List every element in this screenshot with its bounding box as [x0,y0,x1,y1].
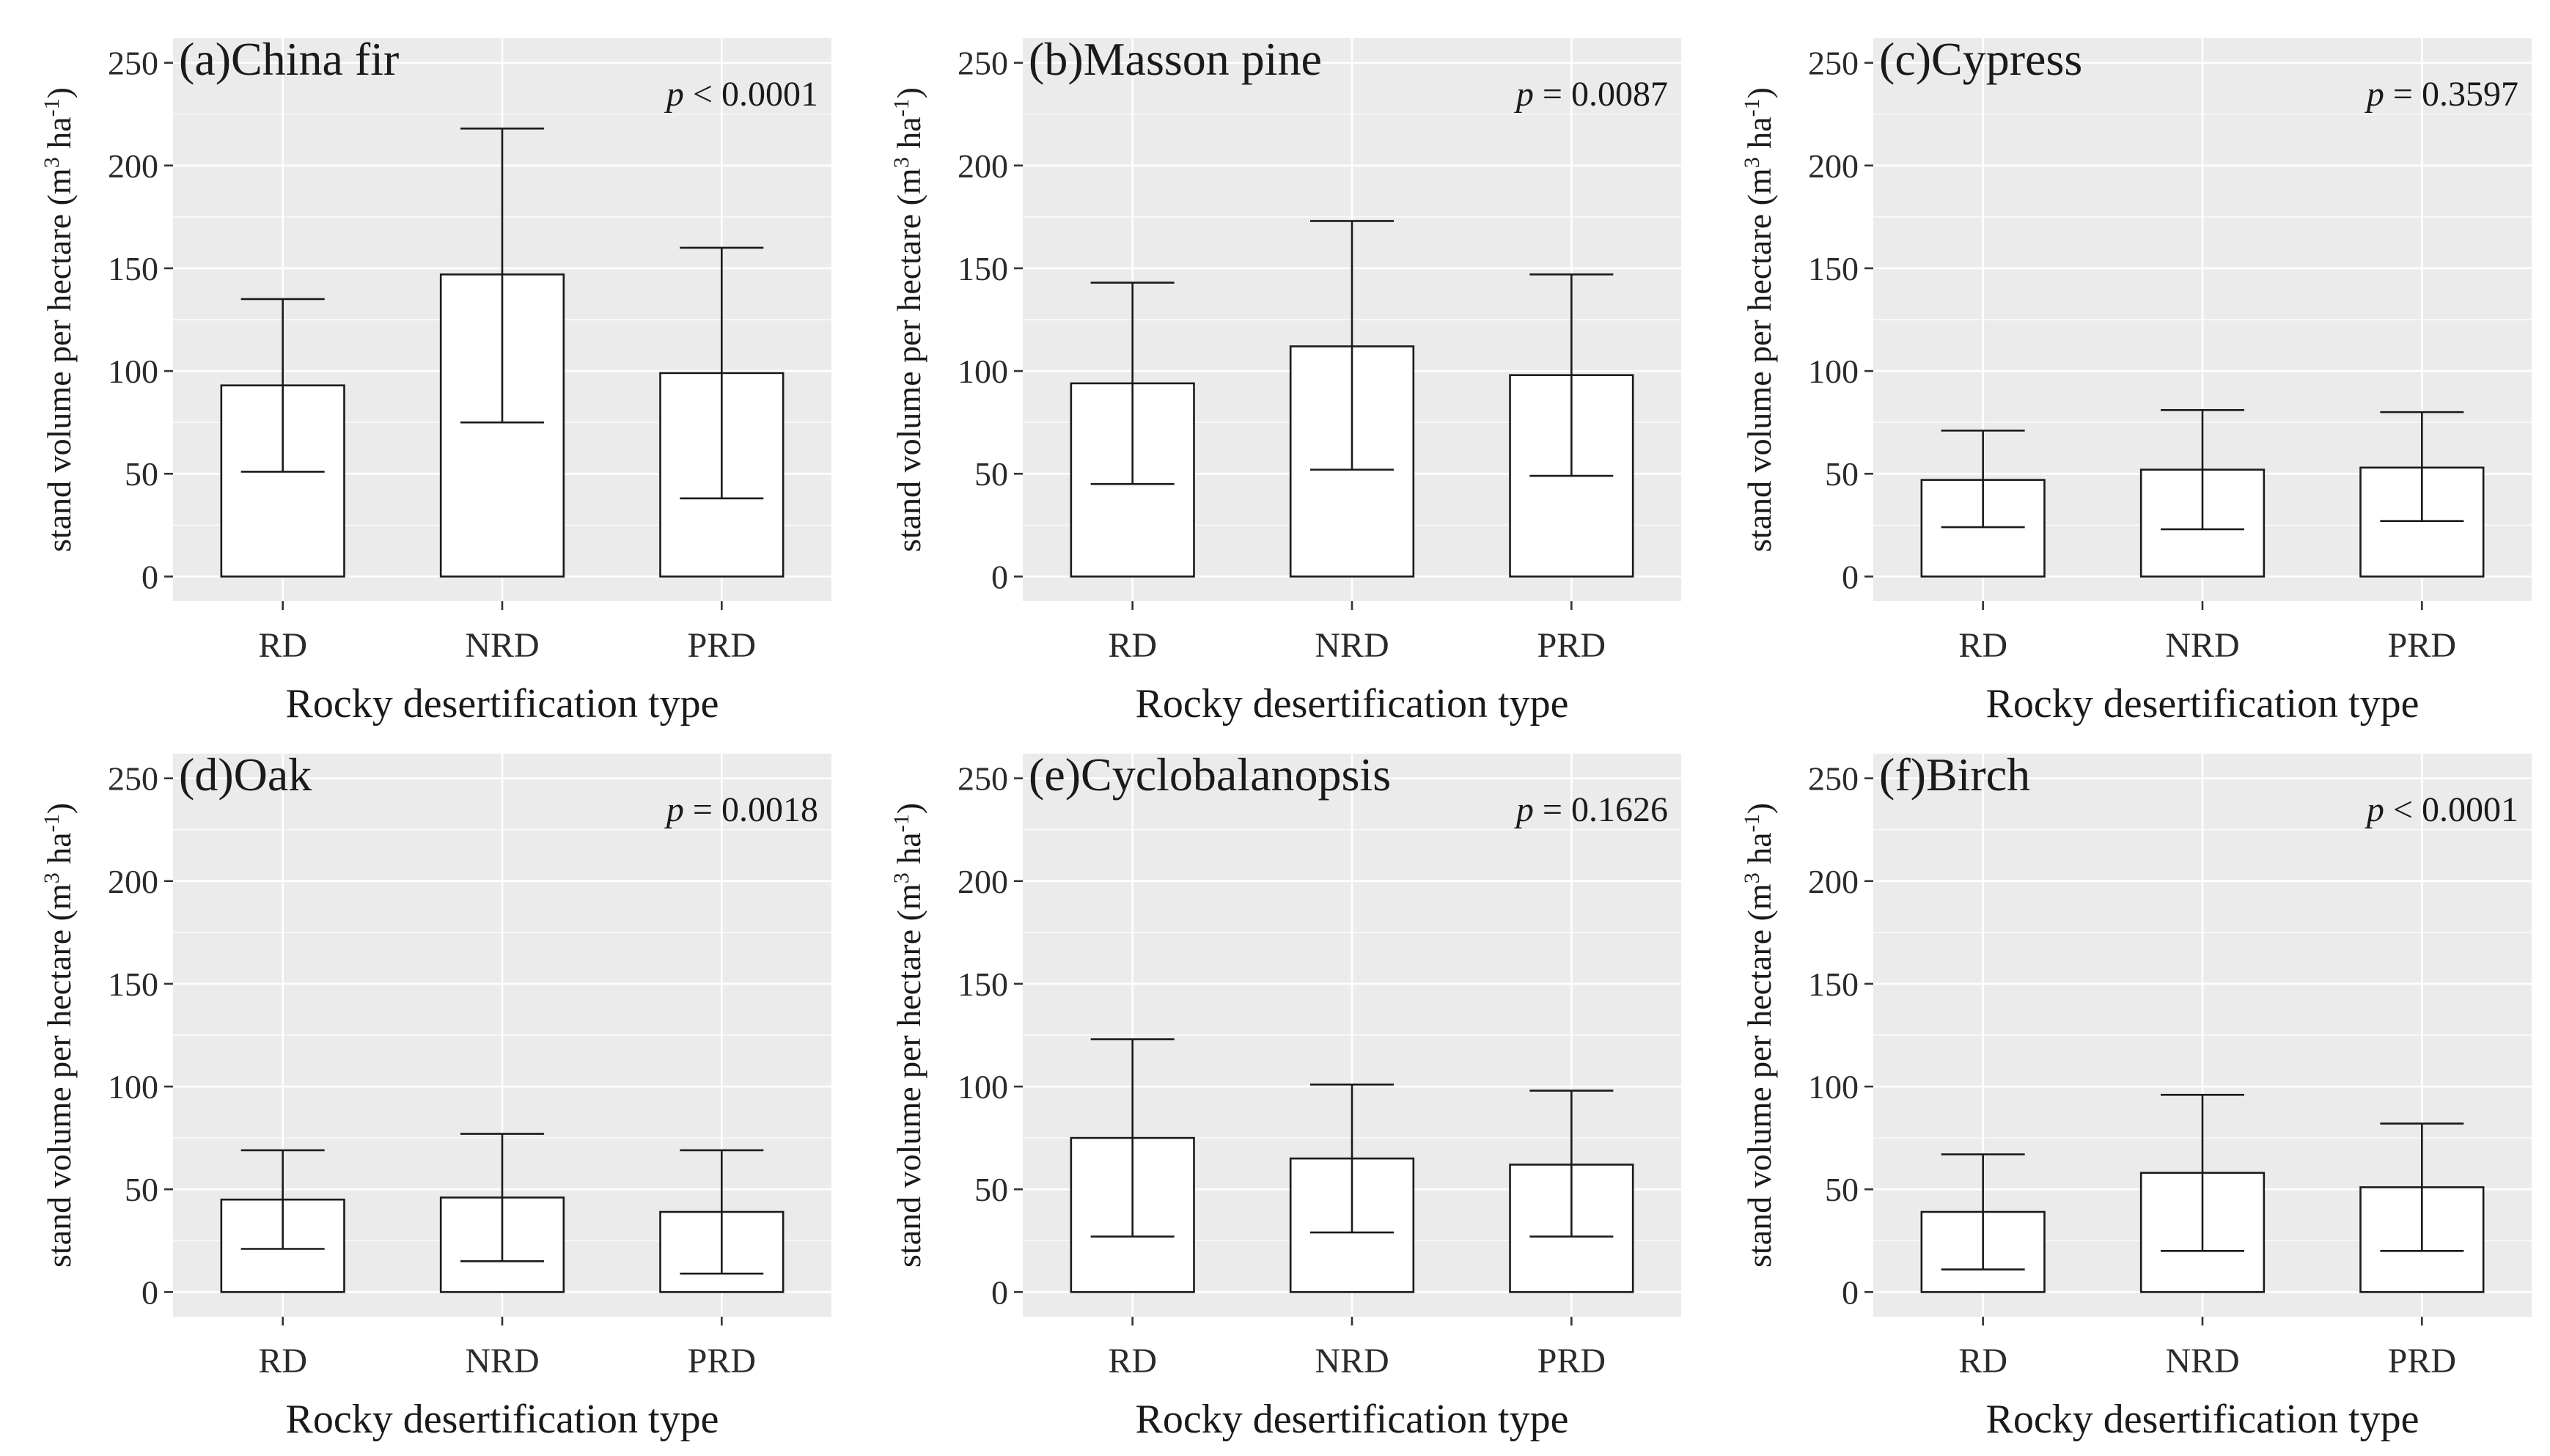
panel-b: 0 50 100 150 200 250 RD NRD PRD (b)Masson pine p =… [889,33,1681,727]
x-axis-title: Rocky desertification type [1986,1397,2419,1442]
y-tick-label: 150 [108,250,158,287]
y-tick-label: 150 [958,966,1008,1003]
x-tick-label: RD [258,1342,307,1380]
p-value-label: p < 0.0001 [664,75,818,114]
y-tick-label: 100 [108,353,158,390]
x-tick-label: RD [1958,1342,2007,1380]
x-axis-title: Rocky desertification type [286,1397,719,1442]
x-axis-title: Rocky desertification type [1136,681,1569,727]
p-value-label: p < 0.0001 [2365,790,2518,829]
x-tick-label: PRD [688,1342,756,1380]
y-tick-label: 250 [1808,760,1859,798]
x-axis-title: Rocky desertification type [1986,681,2419,727]
y-tick-label: 250 [958,760,1008,798]
panel-c: 0 50 100 150 200 250 RD NRD PRD (c)Cypress p = 0.3… [1740,33,2532,727]
x-tick-label: RD [1108,1342,1157,1380]
x-tick-label: PRD [2388,626,2456,665]
x-axis-title: Rocky desertification type [286,681,719,727]
y-tick-label: 250 [108,45,158,82]
y-axis-title: stand volume per hectare (m3 ha-1) [1740,803,1779,1268]
y-tick-label: 200 [108,147,158,185]
y-tick-label: 200 [1808,147,1859,185]
x-tick-label: PRD [2388,1342,2456,1380]
x-tick-label: NRD [465,1342,539,1380]
panel-title: (f)Birch [1879,749,2030,801]
y-tick-label: 200 [108,863,158,900]
y-tick-label: 50 [125,455,158,493]
y-tick-label: 0 [991,1273,1008,1311]
p-value-label: p = 0.0018 [664,790,818,829]
y-tick-label: 0 [991,558,1008,595]
y-tick-label: 100 [1808,1068,1859,1106]
y-tick-label: 50 [125,1171,158,1208]
y-tick-label: 50 [974,1171,1008,1208]
y-tick-label: 100 [108,1068,158,1106]
y-axis-title: stand volume per hectare (m3 ha-1) [889,87,928,552]
y-tick-label: 0 [142,1273,158,1311]
y-tick-label: 150 [108,966,158,1003]
p-value-label: p = 0.3597 [2365,75,2518,114]
panel-d: 0 50 100 150 200 250 RD NRD PRD (d)Oak p = 0.0018 R… [40,749,831,1442]
x-tick-label: NRD [2165,1342,2239,1380]
panel-title: (d)Oak [179,749,312,801]
y-tick-label: 150 [1808,250,1859,287]
x-tick-label: NRD [465,626,539,665]
p-value-label: p = 0.0087 [1514,75,1668,114]
y-tick-label: 0 [1842,558,1859,595]
y-tick-label: 250 [958,45,1008,82]
y-tick-label: 100 [1808,353,1859,390]
x-tick-label: NRD [1315,626,1389,665]
y-tick-label: 150 [958,250,1008,287]
panel-e: 0 50 100 150 200 250 RD NRD PRD (e)Cyclobalanopsi… [889,749,1681,1442]
y-tick-label: 250 [108,760,158,798]
x-axis-title: Rocky desertification type [1136,1397,1569,1442]
y-tick-label: 50 [1825,1171,1859,1208]
x-tick-label: NRD [2165,626,2239,665]
y-axis-title: stand volume per hectare (m3 ha-1) [889,803,928,1268]
y-tick-label: 100 [958,1068,1008,1106]
x-tick-label: PRD [688,626,756,665]
y-tick-label: 150 [1808,966,1859,1003]
y-tick-label: 0 [1842,1273,1859,1311]
panel-title: (a)China fir [179,33,399,85]
y-axis-title: stand volume per hectare (m3 ha-1) [40,803,78,1268]
y-tick-label: 200 [958,147,1008,185]
y-tick-label: 50 [974,455,1008,493]
x-tick-label: PRD [1537,626,1606,665]
y-tick-label: 200 [1808,863,1859,900]
panel-title: (e)Cyclobalanopsis [1029,749,1391,801]
y-tick-label: 50 [1825,455,1859,493]
x-tick-label: PRD [1537,1342,1606,1380]
p-value-label: p = 0.1626 [1514,790,1668,829]
y-axis-title: stand volume per hectare (m3 ha-1) [40,87,78,552]
x-tick-label: RD [258,626,307,665]
y-tick-label: 0 [142,558,158,595]
panel-title: (b)Masson pine [1029,33,1322,85]
y-tick-label: 100 [958,353,1008,390]
x-tick-label: RD [1958,626,2007,665]
panel-a: 0 50 100 150 200 250 RD NRD PRD (a)China fir p < 0… [40,33,831,727]
y-tick-label: 250 [1808,45,1859,82]
y-tick-label: 200 [958,863,1008,900]
x-tick-label: RD [1108,626,1157,665]
panel-f: 0 50 100 150 200 250 RD NRD PRD (f)Birch p < 0.000… [1740,749,2532,1442]
y-axis-title: stand volume per hectare (m3 ha-1) [1740,87,1779,552]
panel-title: (c)Cypress [1879,33,2082,85]
x-tick-label: NRD [1315,1342,1389,1380]
